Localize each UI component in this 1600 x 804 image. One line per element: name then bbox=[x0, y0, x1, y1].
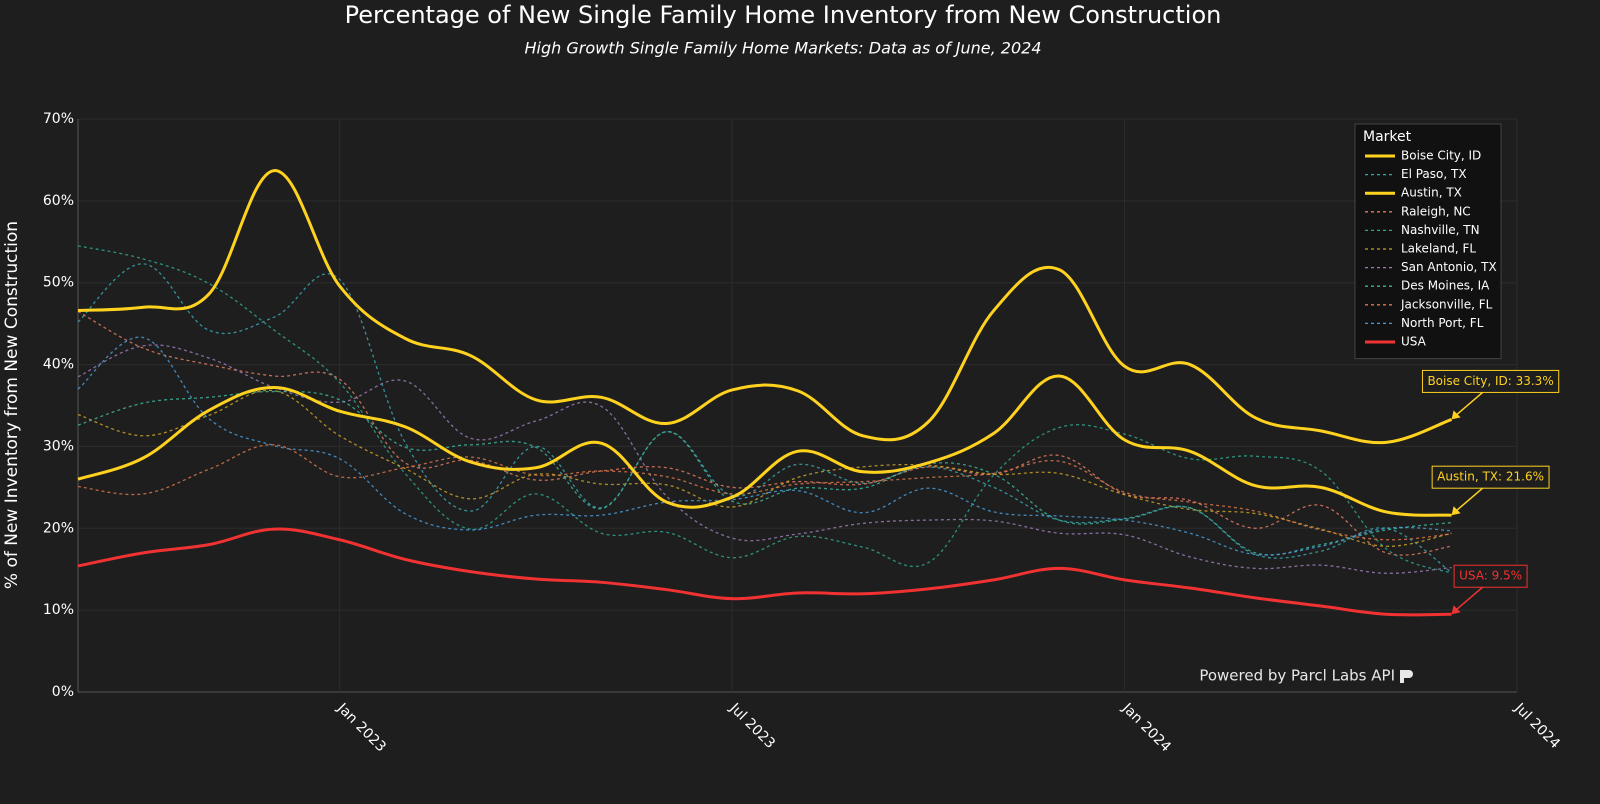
lines bbox=[77, 169, 1453, 617]
legend-label: Lakeland, FL bbox=[1401, 242, 1476, 256]
legend-label: Boise City, ID bbox=[1401, 149, 1481, 163]
legend-label: USA bbox=[1401, 335, 1427, 349]
series-line bbox=[77, 390, 1452, 556]
annotation-arrow bbox=[1454, 391, 1484, 417]
y-tick-label: 20% bbox=[43, 520, 74, 536]
y-tick-label: 0% bbox=[52, 684, 74, 700]
watermark-text: Powered by Parcl Labs API bbox=[1199, 667, 1395, 685]
y-tick-label: 10% bbox=[43, 602, 74, 618]
series-line bbox=[77, 169, 1453, 445]
annotation-arrowhead bbox=[1451, 506, 1461, 516]
series-line bbox=[77, 374, 1452, 517]
legend-label: Jacksonville, FL bbox=[1400, 297, 1493, 311]
legend-label: El Paso, TX bbox=[1401, 167, 1467, 181]
annotation-arrow bbox=[1454, 487, 1484, 513]
legend-label: Austin, TX bbox=[1401, 186, 1462, 200]
legend-label: Raleigh, NC bbox=[1401, 204, 1471, 218]
y-tick-label: 30% bbox=[43, 438, 74, 454]
y-tick-label: 70% bbox=[43, 111, 74, 127]
logo-icon bbox=[1400, 670, 1413, 683]
legend-label: Nashville, TN bbox=[1401, 223, 1480, 237]
series-line bbox=[77, 344, 1452, 574]
y-axis-label: % of New Inventory from New Construction bbox=[2, 221, 22, 589]
watermark: Powered by Parcl Labs API bbox=[1199, 667, 1413, 685]
y-tick-label: 40% bbox=[43, 357, 74, 373]
series-line bbox=[77, 527, 1452, 617]
legend-box bbox=[1354, 123, 1502, 360]
y-tick-label: 60% bbox=[43, 193, 74, 209]
series-line bbox=[77, 336, 1452, 556]
annotation-text: Boise City, ID: 33.3% bbox=[1427, 374, 1553, 388]
annotation-arrow bbox=[1454, 586, 1484, 612]
legend-label: North Port, FL bbox=[1401, 316, 1484, 330]
series-line bbox=[77, 310, 1452, 556]
legend-label: San Antonio, TX bbox=[1401, 260, 1497, 274]
chart-subtitle: High Growth Single Family Home Markets: … bbox=[525, 39, 1042, 58]
chart-title: Percentage of New Single Family Home Inv… bbox=[345, 1, 1222, 29]
series-line bbox=[77, 389, 1452, 547]
annotation-arrowhead bbox=[1451, 605, 1461, 615]
series-line bbox=[77, 444, 1452, 541]
annotation-arrowhead bbox=[1451, 410, 1461, 420]
y-tick-label: 50% bbox=[43, 275, 74, 291]
legend-title: Market bbox=[1363, 129, 1412, 145]
annotations: Boise City, ID: 33.3% Austin, TX: 21.6% US… bbox=[1421, 369, 1560, 615]
annotation-text: Austin, TX: 21.6% bbox=[1437, 470, 1544, 484]
legend-label: Des Moines, IA bbox=[1401, 279, 1490, 293]
annotation-box bbox=[1421, 369, 1560, 393]
annotation-box bbox=[1431, 465, 1550, 489]
legend: Market Boise City, ID El Paso, TX Austin, T… bbox=[1354, 123, 1502, 360]
annotation-text: USA: 9.5% bbox=[1459, 569, 1522, 583]
annotation-box bbox=[1453, 564, 1528, 588]
